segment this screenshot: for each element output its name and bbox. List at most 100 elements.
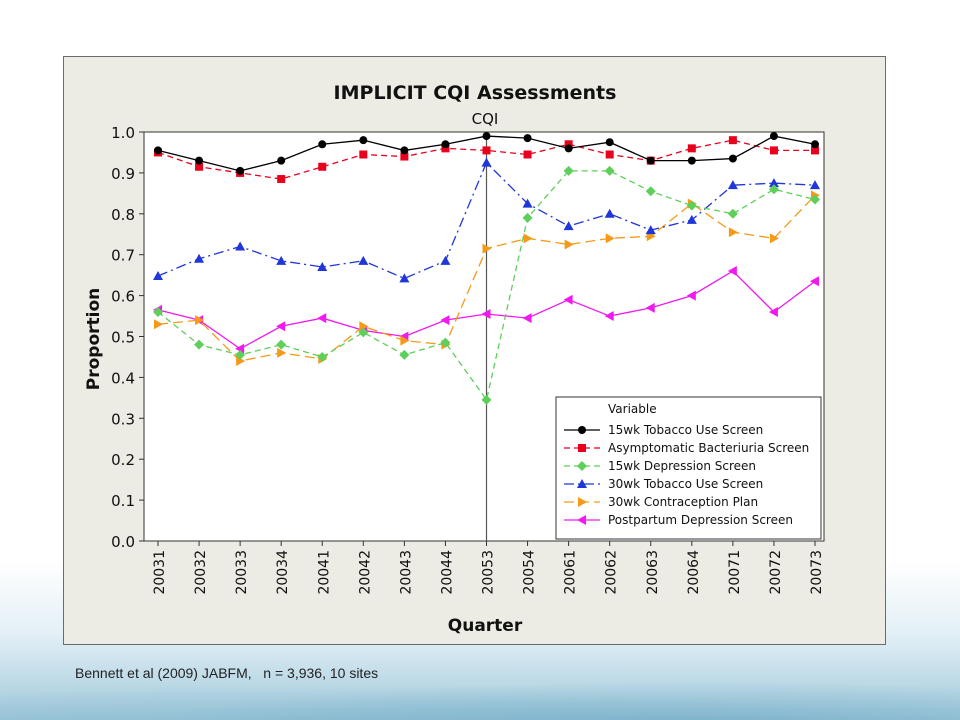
x-tick-label: 20033 (234, 550, 250, 595)
data-point-15wk-tobacco-use-screen (482, 132, 491, 141)
data-point-15wk-tobacco-use-screen (359, 136, 368, 145)
y-tick-label: 0.0 (111, 533, 135, 551)
plot-area: 0.0 0.1 0.2 0.3 0.4 0.5 0.6 0.7 0.8 0.9 1.0 20031 20… (111, 124, 825, 595)
data-point-30wk-tobacco-use-screen (440, 255, 451, 265)
data-point-postpartum-depression-screen (276, 321, 286, 332)
chart-title: IMPLICIT CQI Assessments (334, 82, 617, 104)
legend-box (555, 396, 822, 540)
data-point-30wk-tobacco-use-screen (317, 261, 328, 271)
data-point-15wk-depression-screen (768, 184, 779, 195)
citation-caption: Bennett et al (2009) JABFM, n = 3,936, 1… (75, 665, 379, 681)
data-point-asymptomatic-bacteriuria-screen (277, 175, 286, 184)
x-tick-label: 20063 (645, 550, 661, 595)
legend-label-15wk-tobacco-use-screen: 15wk Tobacco Use Screen (608, 423, 763, 437)
data-point-15wk-depression-screen (358, 327, 369, 338)
data-point-15wk-depression-screen (645, 186, 656, 197)
legend-title: Variable (608, 402, 657, 416)
x-tick-label: 20031 (152, 550, 168, 595)
panel-label: CQI (472, 110, 499, 128)
data-point-30wk-contraception-plan (195, 315, 205, 326)
data-point-30wk-tobacco-use-screen (810, 180, 820, 190)
y-axis-label: Proportion (84, 288, 104, 391)
data-point-15wk-depression-screen (727, 208, 738, 219)
data-point-15wk-depression-screen (153, 306, 163, 317)
x-tick-label: 20053 (481, 550, 497, 595)
data-point-30wk-contraception-plan (400, 335, 410, 346)
y-tick-label: 0.2 (111, 451, 135, 469)
data-point-30wk-tobacco-use-screen (563, 221, 574, 231)
legend: Variable 15wk Tobacco Use Screen Asymptoma… (555, 396, 822, 540)
data-point-15wk-tobacco-use-screen (195, 156, 204, 165)
data-point-15wk-depression-screen (399, 349, 410, 360)
chart-panel: IMPLICIT CQI Assessments CQI Proportion … (63, 56, 886, 645)
data-point-30wk-tobacco-use-screen (194, 253, 205, 263)
legend-marker-15wk-depression-screen (577, 461, 587, 471)
data-point-15wk-depression-screen (686, 200, 697, 211)
x-tick-label: 20062 (604, 550, 620, 595)
legend-marker-30wk-contraception-plan (578, 497, 587, 507)
data-point-30wk-contraception-plan (359, 321, 369, 332)
x-tick-label: 20034 (275, 550, 291, 595)
y-tick-label: 0.3 (111, 410, 135, 428)
data-point-asymptomatic-bacteriuria-screen (482, 146, 491, 155)
data-point-asymptomatic-bacteriuria-screen (400, 152, 409, 161)
data-point-asymptomatic-bacteriuria-screen (769, 146, 778, 155)
data-point-asymptomatic-bacteriuria-screen (564, 140, 573, 149)
data-point-30wk-contraception-plan (564, 239, 574, 250)
data-point-postpartum-depression-screen (768, 306, 778, 317)
data-point-15wk-depression-screen (522, 212, 533, 223)
data-point-postpartum-depression-screen (604, 311, 614, 322)
data-point-15wk-depression-screen (194, 339, 205, 350)
y-tick-label: 0.6 (111, 288, 135, 306)
data-point-30wk-contraception-plan (154, 319, 163, 330)
x-tick-label: 20042 (357, 550, 373, 595)
data-point-30wk-tobacco-use-screen (686, 214, 697, 224)
data-point-30wk-contraception-plan (769, 233, 779, 244)
y-tick-label: 0.4 (111, 369, 135, 387)
data-point-30wk-tobacco-use-screen (727, 180, 738, 190)
data-point-15wk-depression-screen (235, 349, 246, 360)
data-point-postpartum-depression-screen (235, 343, 245, 354)
data-point-15wk-tobacco-use-screen (769, 132, 778, 141)
data-point-postpartum-depression-screen (810, 276, 819, 287)
y-tick-label: 0.1 (111, 492, 135, 510)
data-point-30wk-tobacco-use-screen (645, 225, 656, 235)
data-point-asymptomatic-bacteriuria-screen (195, 162, 204, 171)
data-point-15wk-tobacco-use-screen (811, 140, 819, 149)
data-point-15wk-depression-screen (276, 339, 287, 350)
data-point-15wk-depression-screen (810, 194, 820, 205)
data-point-postpartum-depression-screen (522, 313, 532, 324)
series-line-15wk-depression-screen (157, 170, 816, 402)
x-tick-label: 20073 (809, 550, 825, 595)
x-tick-label: 20054 (522, 550, 538, 595)
data-point-asymptomatic-bacteriuria-screen (687, 144, 696, 153)
x-tick-label: 20032 (193, 550, 209, 595)
data-point-asymptomatic-bacteriuria-screen (359, 150, 368, 159)
data-point-15wk-depression-screen (440, 337, 451, 348)
data-point-15wk-tobacco-use-screen (236, 166, 245, 175)
data-point-30wk-contraception-plan (728, 227, 738, 238)
data-point-15wk-depression-screen (604, 165, 615, 176)
chart-svg: IMPLICIT CQI Assessments CQI Proportion … (84, 82, 825, 636)
data-point-15wk-tobacco-use-screen (564, 144, 573, 153)
x-tick-label: 20072 (768, 550, 784, 595)
data-point-asymptomatic-bacteriuria-screen (728, 136, 737, 145)
y-tick-label: 1.0 (111, 124, 135, 142)
data-point-postpartum-depression-screen (440, 315, 450, 326)
legend-label-postpartum-depression-screen: Postpartum Depression Screen (608, 513, 793, 527)
legend-label-15wk-depression-screen: 15wk Depression Screen (608, 459, 756, 473)
y-tick-label: 0.5 (111, 329, 135, 347)
x-tick-label: 20064 (686, 550, 702, 595)
data-point-30wk-tobacco-use-screen (358, 255, 369, 265)
data-point-15wk-tobacco-use-screen (318, 140, 327, 149)
data-point-30wk-tobacco-use-screen (768, 178, 779, 188)
data-point-15wk-depression-screen (563, 165, 574, 176)
x-tick-label: 20061 (563, 550, 579, 595)
data-point-30wk-tobacco-use-screen (153, 270, 163, 280)
legend-label-asymptomatic-bacteriuria-screen: Asymptomatic Bacteriuria Screen (608, 441, 809, 455)
x-axis-label: Quarter (448, 616, 523, 636)
data-point-30wk-tobacco-use-screen (235, 241, 246, 251)
data-point-15wk-tobacco-use-screen (687, 156, 696, 165)
data-point-postpartum-depression-screen (563, 294, 573, 305)
data-point-15wk-tobacco-use-screen (728, 154, 737, 163)
